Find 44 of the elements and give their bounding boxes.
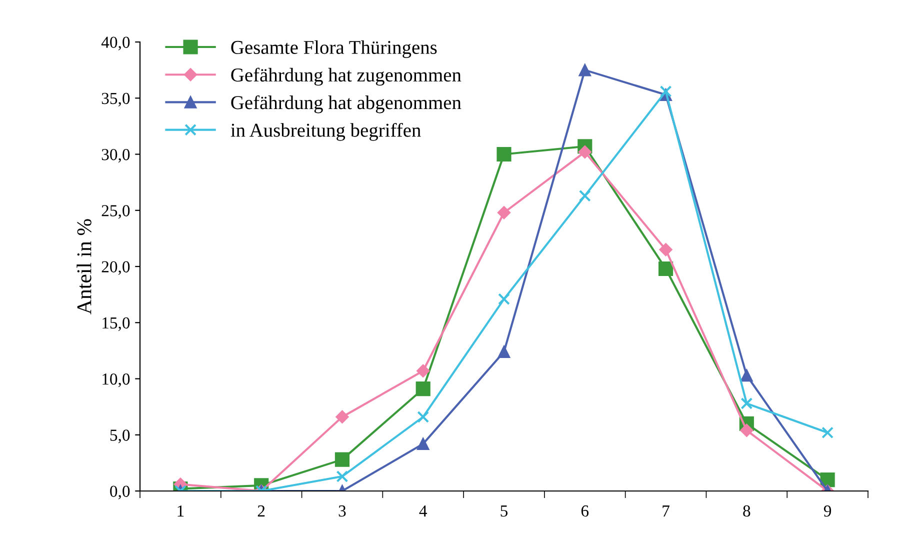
x-tick-label: 1: [178, 505, 184, 516]
y-tick-label: 35,0: [102, 92, 130, 106]
y-tick-label: 30,0: [102, 148, 130, 163]
point: [658, 261, 674, 276]
point: [498, 346, 510, 358]
point: [497, 206, 511, 220]
point: [659, 243, 672, 256]
x-tick-label: 4: [419, 505, 428, 516]
legend-label: Gefährdung hat zugenommen: [231, 68, 462, 86]
x-tick-label: 5: [500, 506, 508, 517]
point: [740, 369, 753, 382]
point: [660, 85, 672, 98]
x-tick-label: 9: [824, 505, 832, 517]
y-tick-label: 40,0: [101, 36, 130, 50]
y-tick-label: 20,0: [102, 261, 130, 275]
y-axis-title: Anteil in %: [76, 219, 92, 314]
x-tick-label: 7: [662, 506, 670, 516]
point: [416, 364, 430, 378]
point: [578, 145, 592, 159]
point: [416, 438, 430, 450]
point: [578, 64, 592, 76]
point: [496, 146, 512, 162]
x-tick-label: 2: [258, 505, 265, 516]
point: [336, 470, 348, 482]
point: [740, 397, 753, 410]
legend-label: Gefährdung hat abgenommen: [231, 95, 462, 114]
x-tick-label: 6: [581, 505, 589, 517]
y-tick-label: 15,0: [102, 317, 130, 331]
y-tick-label: 10,0: [102, 373, 130, 388]
point: [336, 410, 349, 424]
point: [334, 452, 350, 467]
point: [417, 410, 430, 423]
point: [740, 424, 754, 437]
point: [578, 190, 591, 202]
x-tick-label: 3: [338, 505, 346, 517]
y-tick-label: 25,0: [102, 205, 130, 219]
y-tick-label: 0,0: [110, 486, 130, 500]
legend-label: in Ausbreitung begriffen: [230, 122, 421, 141]
point: [822, 426, 834, 439]
y-tick-label: 5,0: [110, 430, 130, 444]
point: [498, 293, 510, 306]
point: [416, 382, 430, 396]
x-tick-label: 8: [743, 505, 750, 517]
legend-label: Gesamte Flora Thüringens: [231, 40, 437, 58]
